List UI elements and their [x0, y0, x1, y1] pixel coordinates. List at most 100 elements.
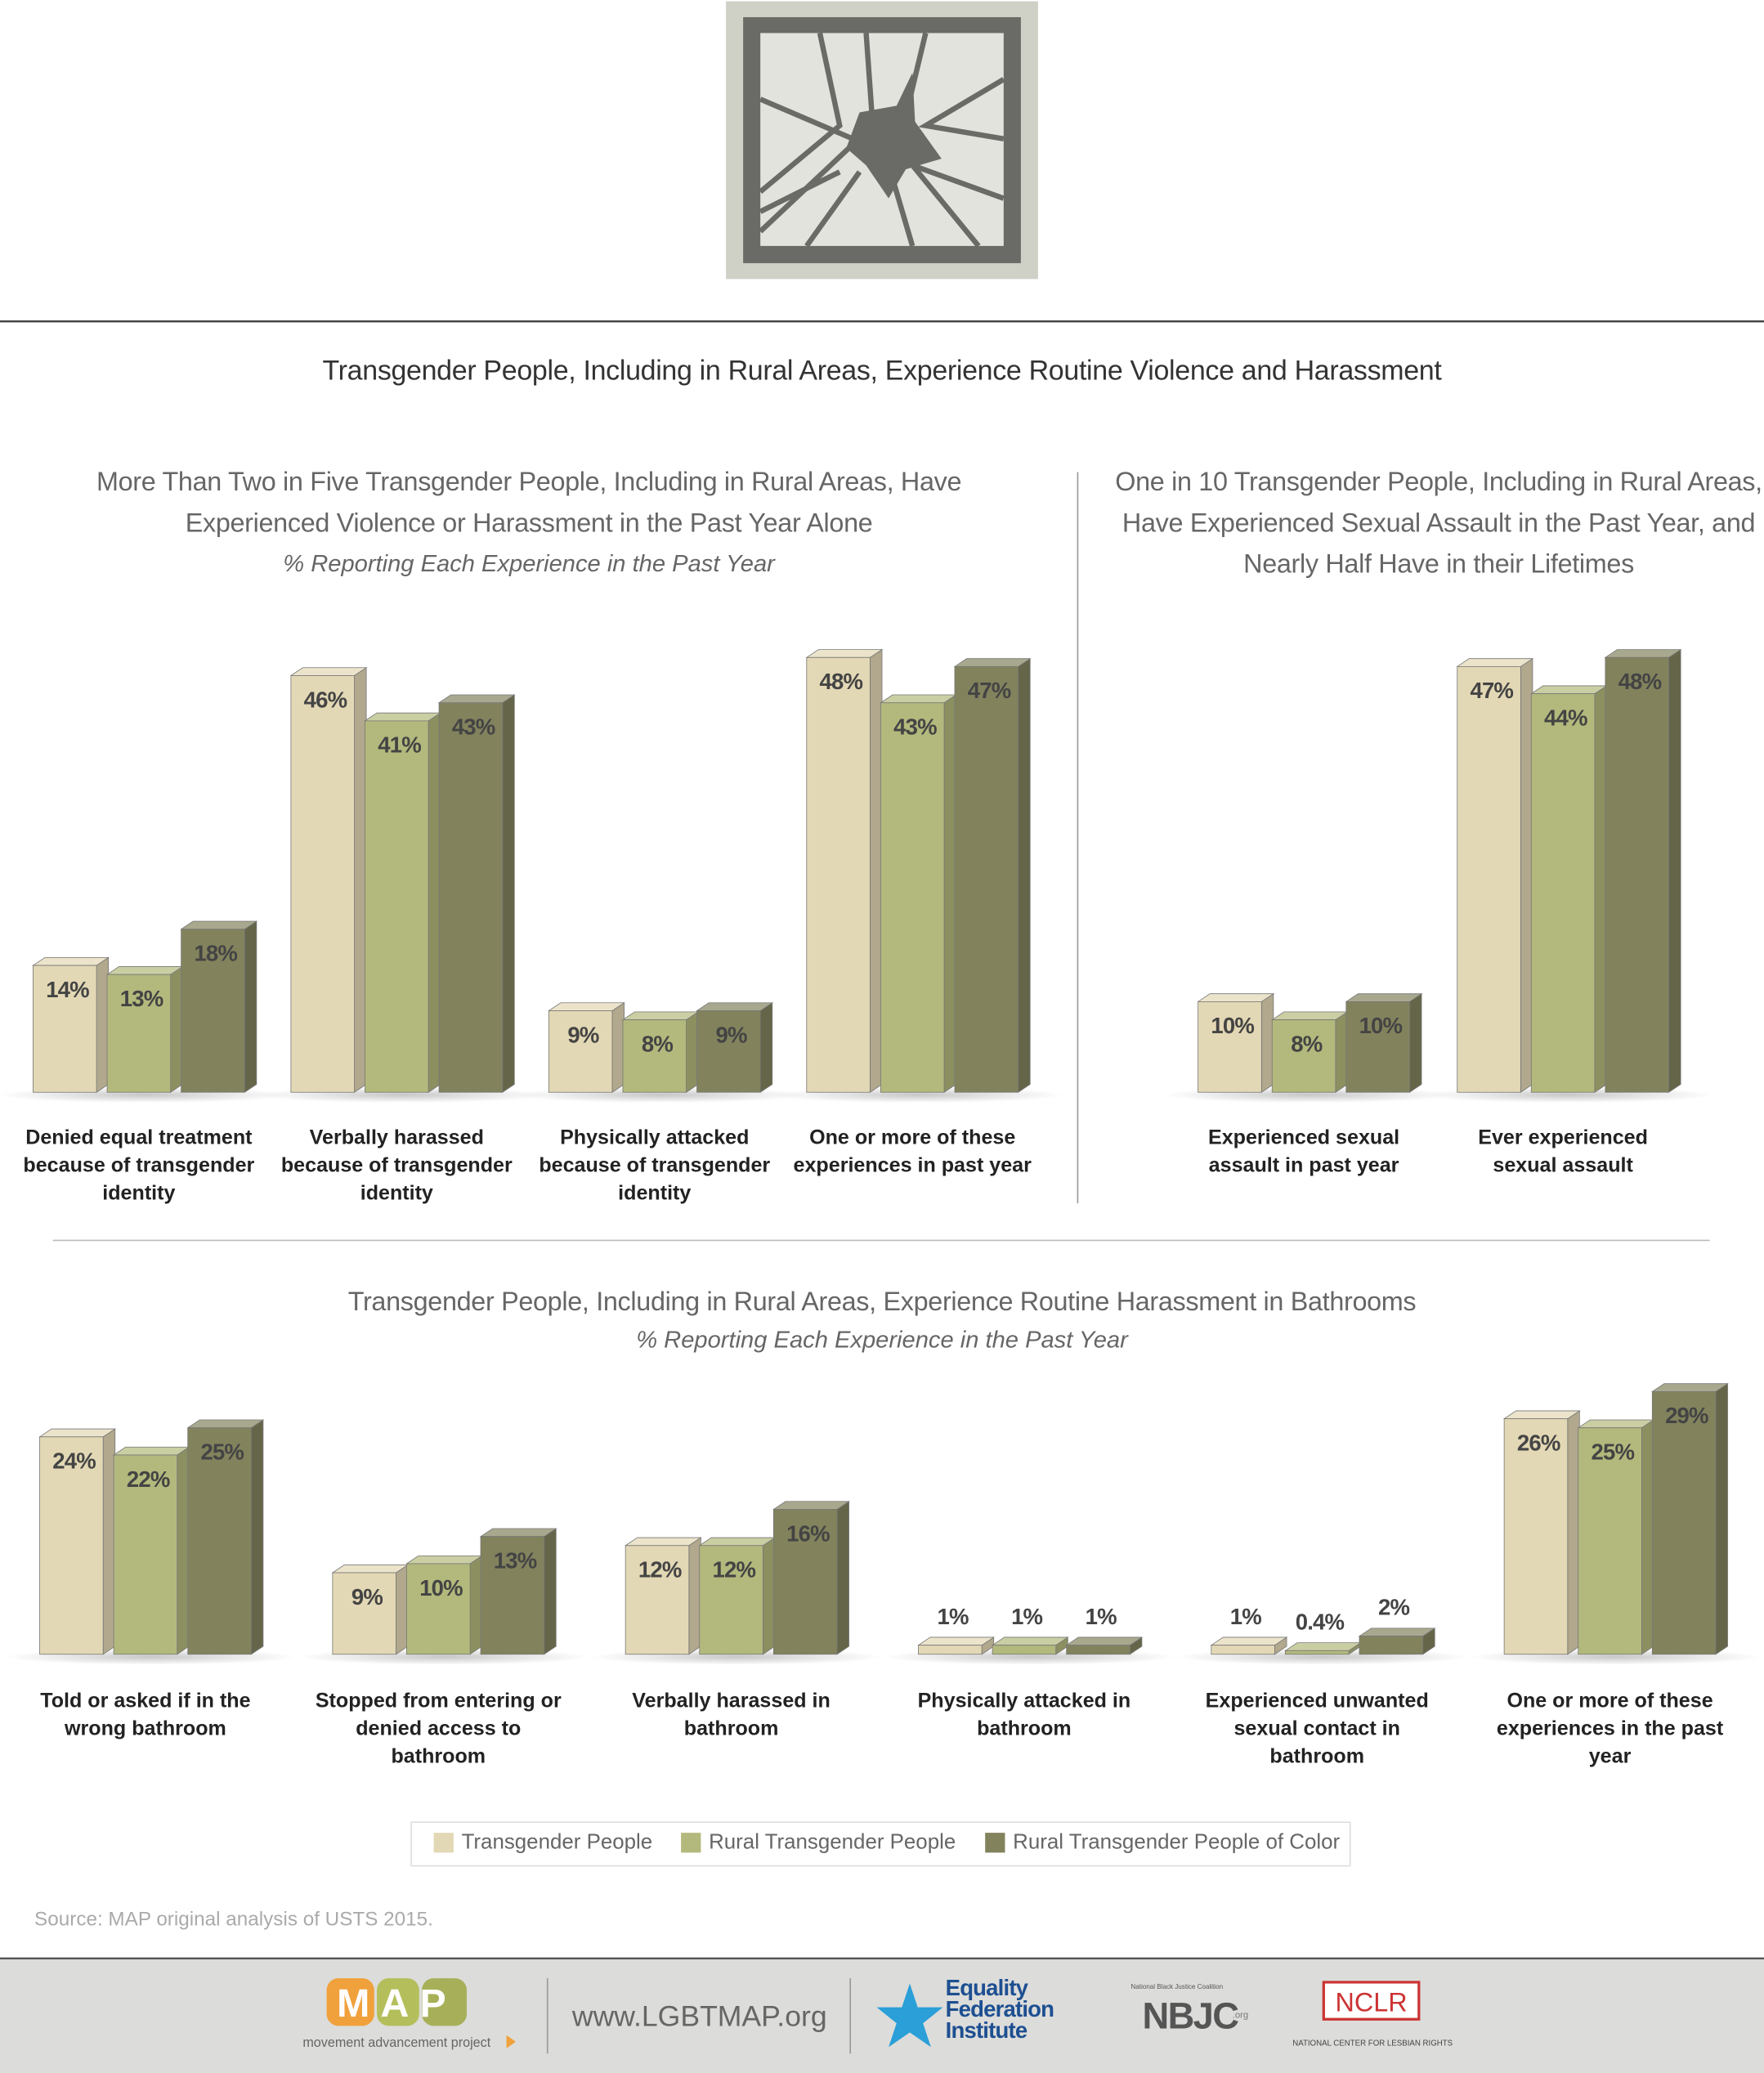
bar: [180, 920, 258, 1093]
bar-side: [469, 1555, 483, 1655]
bar-top: [289, 667, 368, 676]
bar-front: [1503, 1418, 1569, 1655]
value-label: 43%: [452, 714, 495, 740]
bar: [1577, 1419, 1655, 1655]
bar-top: [331, 1564, 410, 1574]
bar-front: [290, 675, 355, 1093]
value-label: 47%: [968, 678, 1011, 703]
bar-top: [698, 1537, 777, 1547]
value-label: 10%: [419, 1575, 463, 1601]
map-logo-text: MAP: [337, 1981, 457, 2026]
bar-front: [625, 1545, 690, 1655]
bar-top: [1065, 1636, 1144, 1646]
value-label: 1%: [1086, 1604, 1117, 1629]
bar-side: [763, 1537, 776, 1655]
footer-url: www.LGBTMAP.org: [571, 1999, 827, 2032]
bar-side: [1335, 1011, 1348, 1093]
x-tick-label: One or more of these experiences in past…: [793, 1126, 1032, 1177]
value-label: 12%: [713, 1557, 756, 1583]
bar-top: [1210, 1636, 1288, 1646]
bar-side: [544, 1528, 557, 1655]
bar: [1197, 992, 1275, 1093]
value-label: 14%: [46, 977, 89, 1002]
bar-front: [699, 1545, 763, 1655]
value-label: 13%: [120, 986, 163, 1011]
bar-top: [1577, 1419, 1655, 1429]
chart-subtitle: % Reporting Each Experience in the Past …: [283, 549, 775, 577]
bar: [331, 1564, 410, 1655]
x-tick-label: Stopped from entering or denied access t…: [315, 1690, 562, 1768]
value-label: 10%: [1211, 1013, 1254, 1038]
bar-side: [611, 1002, 625, 1093]
bar-top: [1529, 685, 1608, 695]
bar-front: [1359, 1636, 1424, 1655]
bar-top: [1197, 993, 1275, 1002]
bar-top: [621, 1011, 700, 1020]
value-label: 1%: [937, 1604, 968, 1629]
chart-title: More Than Two in Five Transgender People…: [96, 468, 962, 539]
value-label: 47%: [1470, 678, 1513, 703]
chart-title: Transgender People, Including in Rural A…: [347, 1287, 1417, 1318]
x-tick-label: Experienced unwanted sexual contact in b…: [1205, 1690, 1429, 1768]
nclr-name: NATIONAL CENTER FOR LESBIAN RIGHTS: [1292, 2039, 1453, 2048]
value-label: 9%: [567, 1022, 598, 1047]
bar-front: [1271, 1019, 1336, 1093]
value-label: 12%: [638, 1557, 682, 1583]
bar-front: [1605, 656, 1669, 1093]
value-label: 16%: [786, 1520, 830, 1546]
bar-front: [1457, 665, 1521, 1093]
bar: [1650, 1382, 1729, 1655]
bar: [289, 667, 368, 1093]
bar-top: [991, 1636, 1069, 1646]
x-tick-label: Ever experienced sexual assault: [1478, 1126, 1648, 1177]
bar: [917, 1636, 996, 1655]
bar-front: [1066, 1645, 1130, 1655]
bar-top: [805, 649, 884, 658]
bar: [479, 1528, 557, 1655]
equality-logo: Equality Federation Institute: [945, 1975, 1054, 2044]
bar: [405, 1555, 483, 1655]
nbjc-name: National Black Justice Coalition: [1130, 1983, 1223, 1990]
page-title: Transgender People, Including in Rural A…: [322, 356, 1442, 387]
bar-side: [836, 1500, 849, 1655]
value-label: 41%: [378, 732, 421, 758]
bar-top: [1456, 658, 1534, 667]
value-label: 43%: [893, 714, 937, 740]
bar-side: [177, 1446, 190, 1655]
bar: [805, 648, 884, 1093]
bar-side: [102, 1428, 116, 1655]
bar-front: [406, 1563, 471, 1655]
legend-box: [410, 1821, 1351, 1867]
bar: [437, 694, 516, 1093]
bar-front: [1198, 1001, 1262, 1093]
bar-top: [479, 1528, 557, 1538]
value-label: 10%: [1359, 1013, 1403, 1038]
bar: [32, 956, 110, 1093]
bar-side: [1668, 648, 1681, 1093]
value-label: 13%: [494, 1548, 537, 1574]
bar-top: [38, 1428, 117, 1438]
map-name: movement advancement project: [302, 2035, 490, 2050]
bar-front: [1211, 1645, 1275, 1655]
bar-front: [954, 665, 1019, 1093]
bar-side: [1594, 685, 1607, 1093]
x-tick-label: Told or asked if in the wrong bathroom: [40, 1690, 251, 1740]
value-label: 46%: [304, 687, 347, 712]
value-label: 0.4%: [1296, 1609, 1345, 1634]
bar-side: [686, 1011, 699, 1093]
bar-top: [1502, 1410, 1581, 1420]
bar-front: [696, 1010, 761, 1093]
map-logo: MAP movement advancement project: [302, 1978, 516, 2050]
value-label: 9%: [351, 1584, 383, 1610]
footer-band: [0, 1958, 1764, 2073]
source: Source: MAP original analysis of USTS 20…: [34, 1908, 433, 1931]
bar-front: [806, 656, 871, 1093]
x-tick-label: Experienced sexual assault in past year: [1207, 1126, 1400, 1177]
bar-side: [96, 956, 110, 1093]
bar-top: [1284, 1642, 1362, 1651]
bar-front: [181, 929, 245, 1093]
bar-front: [622, 1019, 687, 1093]
legend-label: Rural Transgender People of Color: [1013, 1831, 1341, 1855]
